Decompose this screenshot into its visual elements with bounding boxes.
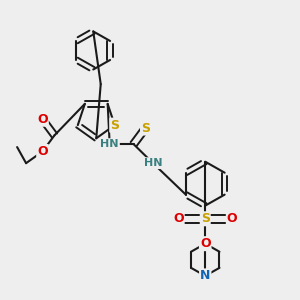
Text: S: S	[141, 122, 150, 134]
Text: O: O	[227, 212, 237, 225]
Text: O: O	[173, 212, 184, 225]
Text: S: S	[201, 212, 210, 225]
Text: HN: HN	[100, 139, 119, 149]
Text: HN: HN	[144, 158, 162, 168]
Text: O: O	[200, 237, 211, 250]
Text: S: S	[110, 118, 119, 132]
Text: N: N	[200, 269, 210, 282]
Text: O: O	[37, 145, 48, 158]
Text: O: O	[37, 113, 48, 126]
